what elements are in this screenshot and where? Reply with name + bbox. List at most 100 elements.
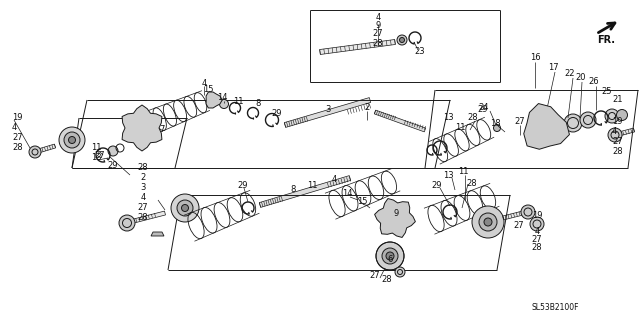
Text: 19: 19 (532, 211, 542, 220)
Polygon shape (284, 98, 371, 127)
Circle shape (530, 217, 544, 231)
Polygon shape (524, 104, 570, 149)
Text: 3: 3 (325, 106, 331, 115)
Polygon shape (374, 198, 415, 237)
Circle shape (538, 120, 553, 136)
Text: 4: 4 (376, 13, 381, 23)
Circle shape (182, 204, 189, 211)
Text: 11: 11 (233, 97, 243, 106)
Text: 13: 13 (443, 114, 453, 122)
Text: 2: 2 (140, 174, 146, 182)
Circle shape (171, 194, 199, 222)
Polygon shape (614, 128, 634, 137)
Text: 4: 4 (534, 227, 540, 236)
Circle shape (208, 95, 218, 105)
Text: 24: 24 (479, 103, 489, 113)
Text: 13: 13 (91, 153, 101, 162)
Circle shape (376, 242, 404, 270)
Text: 7: 7 (159, 125, 164, 135)
Text: 25: 25 (602, 86, 612, 95)
Circle shape (605, 109, 619, 123)
Text: 26: 26 (589, 78, 599, 86)
Circle shape (29, 146, 41, 158)
Circle shape (472, 206, 504, 238)
Text: 27: 27 (515, 117, 525, 127)
Text: 18: 18 (490, 118, 500, 128)
Text: 29: 29 (237, 181, 248, 189)
Text: 27: 27 (372, 29, 383, 39)
Text: FR.: FR. (597, 35, 615, 45)
Polygon shape (259, 175, 351, 207)
Circle shape (580, 112, 596, 128)
Text: 19: 19 (612, 117, 623, 127)
Circle shape (395, 267, 405, 277)
Text: 4: 4 (12, 123, 17, 132)
Text: 4: 4 (332, 175, 337, 184)
Circle shape (382, 248, 398, 264)
Polygon shape (35, 144, 56, 154)
Text: SL53B2100F: SL53B2100F (531, 303, 579, 313)
Text: 9: 9 (376, 21, 381, 31)
Polygon shape (122, 105, 162, 151)
Text: 3: 3 (140, 183, 146, 192)
Polygon shape (502, 210, 527, 220)
Text: 27: 27 (370, 271, 380, 279)
Text: 28: 28 (612, 147, 623, 157)
Text: 19: 19 (12, 114, 22, 122)
Circle shape (384, 207, 406, 229)
Text: 11: 11 (455, 123, 465, 132)
Text: 4: 4 (612, 128, 617, 137)
Text: 28: 28 (468, 114, 478, 122)
Circle shape (608, 128, 622, 142)
Text: 21: 21 (612, 95, 623, 105)
Circle shape (130, 116, 154, 140)
Text: 27: 27 (532, 235, 542, 244)
Circle shape (108, 146, 118, 156)
Text: 16: 16 (530, 54, 540, 63)
Circle shape (493, 124, 500, 131)
Text: 29: 29 (108, 160, 118, 169)
Polygon shape (319, 40, 396, 55)
Circle shape (220, 100, 228, 108)
Text: 9: 9 (394, 209, 399, 218)
Circle shape (479, 213, 497, 231)
Polygon shape (206, 92, 222, 108)
Text: 28: 28 (467, 179, 477, 188)
Text: 15: 15 (356, 197, 367, 206)
Polygon shape (151, 232, 164, 236)
Text: 29: 29 (477, 106, 488, 115)
Circle shape (177, 200, 193, 216)
Text: 28: 28 (372, 39, 383, 48)
Text: 6: 6 (387, 256, 393, 264)
Circle shape (521, 205, 535, 219)
Text: 28: 28 (138, 164, 148, 173)
Text: 8: 8 (255, 99, 260, 108)
Text: 22: 22 (564, 70, 575, 78)
Text: 11: 11 (307, 182, 317, 190)
Text: 27: 27 (95, 151, 106, 160)
Text: 14: 14 (342, 189, 352, 198)
Text: 28: 28 (381, 276, 392, 285)
Text: 23: 23 (415, 48, 426, 56)
Circle shape (531, 114, 559, 142)
Text: 4: 4 (202, 78, 207, 87)
Text: 27: 27 (612, 137, 623, 146)
Text: 20: 20 (576, 73, 586, 83)
Circle shape (136, 122, 148, 135)
Text: 29: 29 (432, 181, 442, 189)
Text: 11: 11 (91, 144, 101, 152)
Text: 28: 28 (532, 243, 542, 253)
Text: 27: 27 (138, 204, 148, 212)
Text: 28: 28 (138, 213, 148, 222)
Text: 29: 29 (272, 108, 282, 117)
Circle shape (389, 212, 401, 224)
Text: 11: 11 (458, 167, 468, 176)
Text: 28: 28 (12, 144, 22, 152)
Circle shape (119, 215, 135, 231)
Text: 14: 14 (217, 93, 227, 102)
Text: 17: 17 (548, 63, 558, 72)
Circle shape (564, 114, 582, 132)
Circle shape (484, 218, 492, 226)
Text: 15: 15 (203, 85, 213, 94)
Circle shape (616, 109, 627, 121)
